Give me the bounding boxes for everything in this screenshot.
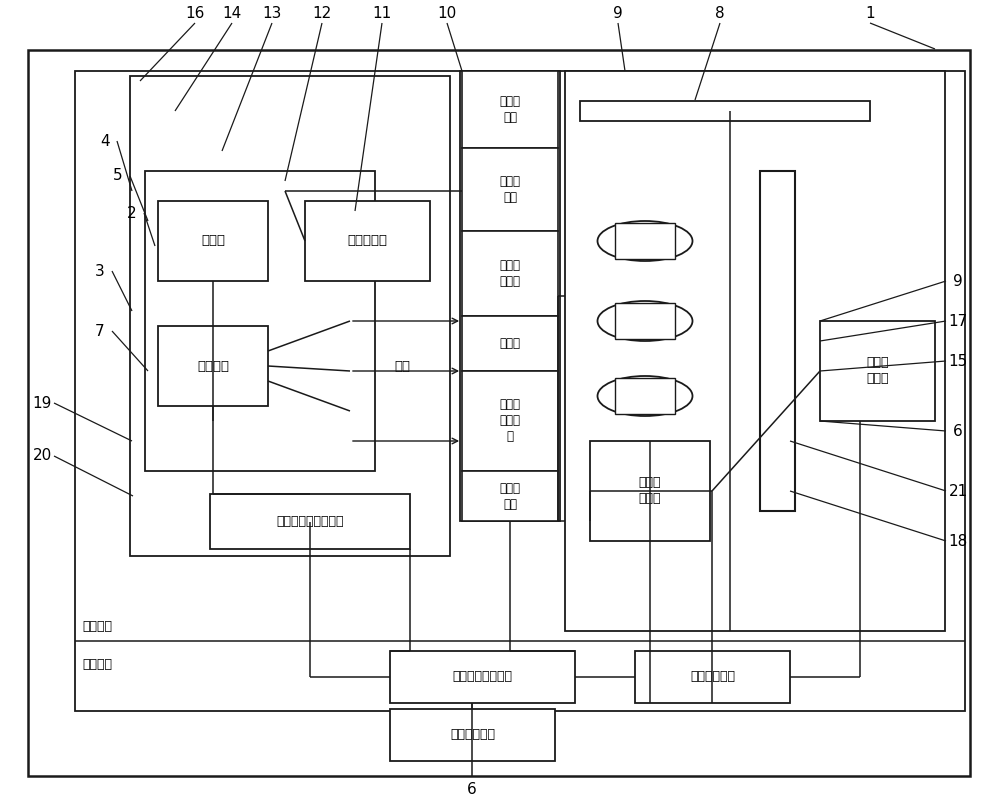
Text: 6: 6 — [467, 782, 477, 796]
Text: 气压控
制单元: 气压控 制单元 — [866, 357, 889, 385]
Bar — [462, 316, 558, 371]
Bar — [820, 321, 935, 421]
Text: 17: 17 — [948, 314, 968, 328]
Bar — [462, 71, 558, 148]
Bar — [210, 494, 410, 549]
Text: 21: 21 — [948, 483, 968, 499]
Text: 湿度传
感器: 湿度传 感器 — [500, 175, 520, 204]
Bar — [158, 201, 268, 281]
Bar — [305, 201, 430, 281]
Bar — [760, 171, 795, 511]
Bar — [615, 223, 675, 259]
Bar — [615, 378, 675, 414]
Bar — [390, 651, 575, 703]
Text: 9: 9 — [613, 6, 623, 21]
Text: 8: 8 — [715, 6, 725, 21]
Bar — [580, 101, 870, 121]
Text: 16: 16 — [185, 6, 205, 21]
Text: 可调风机: 可调风机 — [197, 359, 229, 372]
Text: 喷粉机: 喷粉机 — [201, 234, 225, 247]
Bar — [615, 303, 675, 339]
Text: 12: 12 — [312, 6, 332, 21]
Text: 15: 15 — [948, 354, 968, 368]
Bar — [462, 148, 558, 231]
Text: 14: 14 — [222, 6, 242, 21]
Bar — [158, 326, 268, 406]
Text: 18: 18 — [948, 534, 968, 548]
Text: 6: 6 — [953, 423, 963, 439]
Bar — [462, 231, 558, 316]
Bar — [130, 76, 450, 556]
Bar — [462, 471, 558, 521]
Text: 雾气发生器: 雾气发生器 — [348, 234, 388, 247]
Text: 数据采集模块: 数据采集模块 — [690, 671, 735, 684]
Text: 实验大厅: 实验大厅 — [82, 620, 112, 633]
Text: 3: 3 — [95, 264, 105, 278]
Text: 9: 9 — [953, 273, 963, 289]
Text: 执行机构总控制模块: 执行机构总控制模块 — [276, 515, 344, 528]
Bar — [28, 50, 970, 776]
Text: 4: 4 — [100, 134, 110, 148]
Bar — [565, 71, 945, 631]
Text: 2: 2 — [127, 205, 137, 221]
Text: 本地监控系统: 本地监控系统 — [450, 728, 495, 741]
Text: 20: 20 — [32, 448, 52, 464]
Bar — [462, 371, 558, 471]
Bar — [635, 651, 790, 703]
Text: 控制大厅: 控制大厅 — [82, 658, 112, 671]
Ellipse shape — [598, 376, 692, 416]
Text: 13: 13 — [262, 6, 282, 21]
Ellipse shape — [598, 301, 692, 341]
Text: 10: 10 — [437, 6, 457, 21]
Text: 风道: 风道 — [394, 359, 410, 372]
Text: 模拟环境控制模块: 模拟环境控制模块 — [452, 671, 512, 684]
Text: 19: 19 — [32, 396, 52, 410]
Text: 粉尘传
感器: 粉尘传 感器 — [500, 482, 520, 510]
Text: 11: 11 — [372, 6, 392, 21]
Bar — [75, 71, 965, 711]
Text: 5: 5 — [113, 169, 123, 183]
Text: 气压计: 气压计 — [500, 337, 520, 350]
Bar — [590, 441, 710, 541]
Text: 1: 1 — [865, 6, 875, 21]
Bar — [145, 171, 375, 471]
Text: 淋雨量
测试仪: 淋雨量 测试仪 — [500, 259, 520, 288]
Text: 温度传
感器: 温度传 感器 — [500, 95, 520, 124]
Text: 7: 7 — [95, 324, 105, 338]
Text: 温度调
节装置: 温度调 节装置 — [639, 477, 661, 505]
Text: 风速风
向传感
器: 风速风 向传感 器 — [500, 398, 520, 444]
Bar — [390, 709, 555, 761]
Ellipse shape — [598, 221, 692, 261]
Bar — [460, 71, 560, 521]
